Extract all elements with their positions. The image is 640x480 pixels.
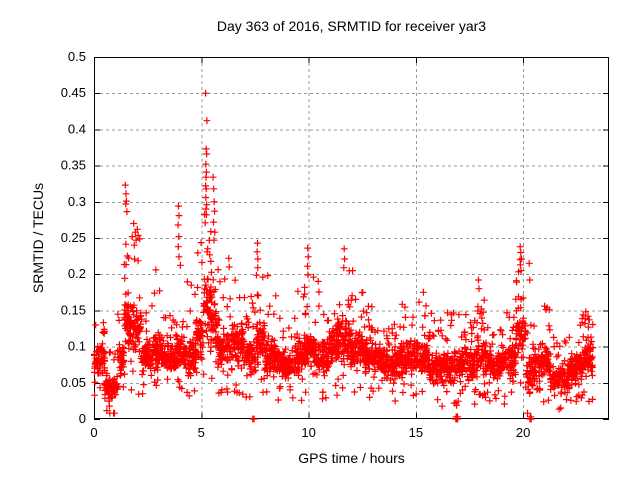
x-tick-label: 0: [90, 425, 97, 440]
y-tick-label: 0: [79, 411, 86, 426]
scatter-points: [91, 89, 597, 423]
x-tick-label: 10: [301, 425, 315, 440]
y-tick-label: 0.25: [61, 230, 86, 245]
y-tick-label: 0.3: [68, 194, 86, 209]
y-tick-label: 0.15: [61, 302, 86, 317]
y-tick-label: 0.45: [61, 85, 86, 100]
y-tick-labels: 0 0.05 0.1 0.15 0.2 0.25 0.3 0.35 0.4 0.45 0.5: [61, 49, 86, 426]
y-tick-label: 0.1: [68, 339, 86, 354]
chart-title: Day 363 of 2016, SRMTID for receiver yar…: [216, 18, 487, 34]
x-tick-label: 5: [198, 425, 205, 440]
y-tick-label: 0.35: [61, 158, 86, 173]
x-axis-label: GPS time / hours: [298, 450, 405, 466]
y-tick-label: 0.05: [61, 375, 86, 390]
y-axis-label: SRMTID / TECUs: [30, 182, 46, 294]
x-tick-labels: 0 5 10 15 20: [90, 425, 530, 440]
y-tick-label: 0.2: [68, 266, 86, 281]
x-tick-label: 20: [516, 425, 530, 440]
y-tick-label: 0.4: [68, 121, 86, 136]
y-tick-label: 0.5: [68, 49, 86, 64]
x-tick-label: 15: [409, 425, 423, 440]
